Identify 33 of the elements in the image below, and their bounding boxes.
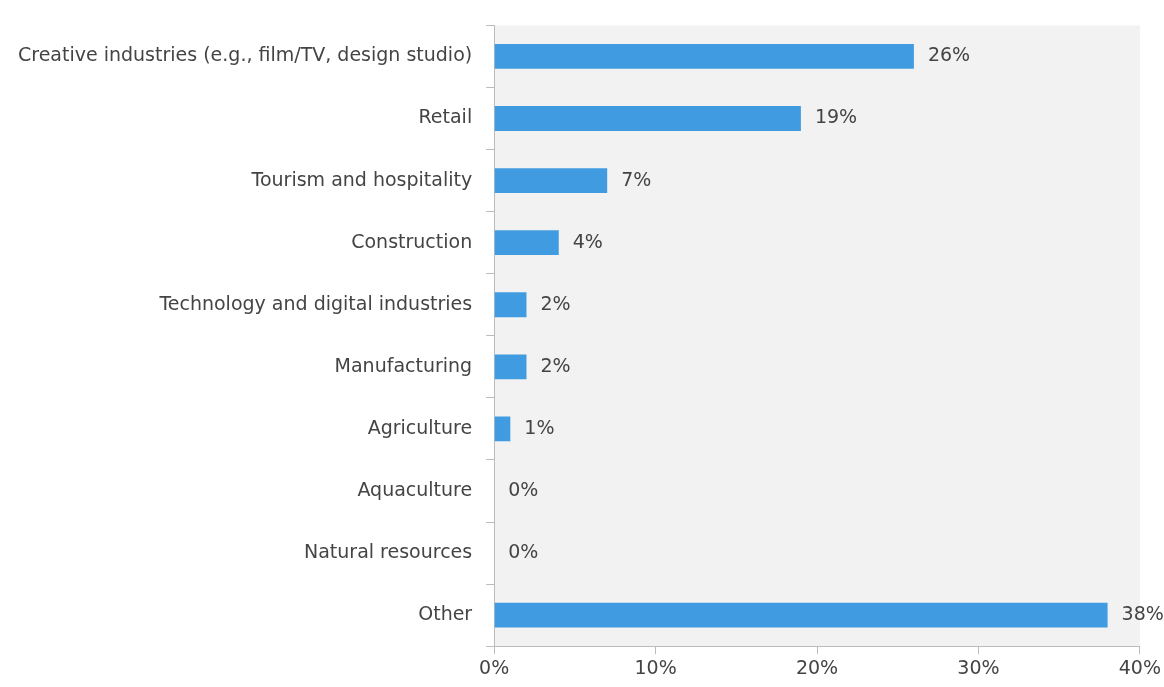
bar <box>494 168 608 194</box>
x-tick-label: 40% <box>1118 655 1161 678</box>
bar <box>494 230 559 256</box>
y-tick-label: Agriculture <box>367 415 473 438</box>
y-tick-label: Other <box>418 602 473 625</box>
bar <box>494 602 1108 628</box>
y-tick-label: Aquaculture <box>357 477 473 500</box>
y-tick-label: Manufacturing <box>334 353 473 376</box>
y-tick-label: Tourism and hospitality <box>250 167 473 190</box>
y-tick-label: Construction <box>351 229 473 252</box>
data-label: 0% <box>508 477 539 500</box>
y-tick-label: Natural resources <box>303 540 473 563</box>
data-label: 4% <box>572 229 603 252</box>
bar <box>494 354 527 380</box>
bar <box>494 44 914 69</box>
bar <box>494 106 801 131</box>
data-label: 0% <box>508 540 539 563</box>
y-tick-label: Retail <box>418 105 473 128</box>
x-tick-label: 30% <box>957 655 1000 678</box>
bar <box>494 416 511 442</box>
x-tick-label: 10% <box>634 655 677 678</box>
data-label: 1% <box>524 415 555 438</box>
data-label: 38% <box>1121 602 1164 625</box>
data-label: 19% <box>814 105 858 128</box>
data-label: 26% <box>927 43 971 66</box>
x-tick-label: 20% <box>795 655 839 678</box>
data-label: 2% <box>540 353 571 376</box>
bar <box>494 292 527 318</box>
x-tick-label: 0% <box>479 655 510 678</box>
data-label: 7% <box>621 167 652 190</box>
data-label: 2% <box>540 291 571 314</box>
y-tick-label: Technology and digital industries <box>158 291 473 314</box>
y-tick-label: Creative industries (e.g., film/TV, design studio) <box>17 43 473 66</box>
